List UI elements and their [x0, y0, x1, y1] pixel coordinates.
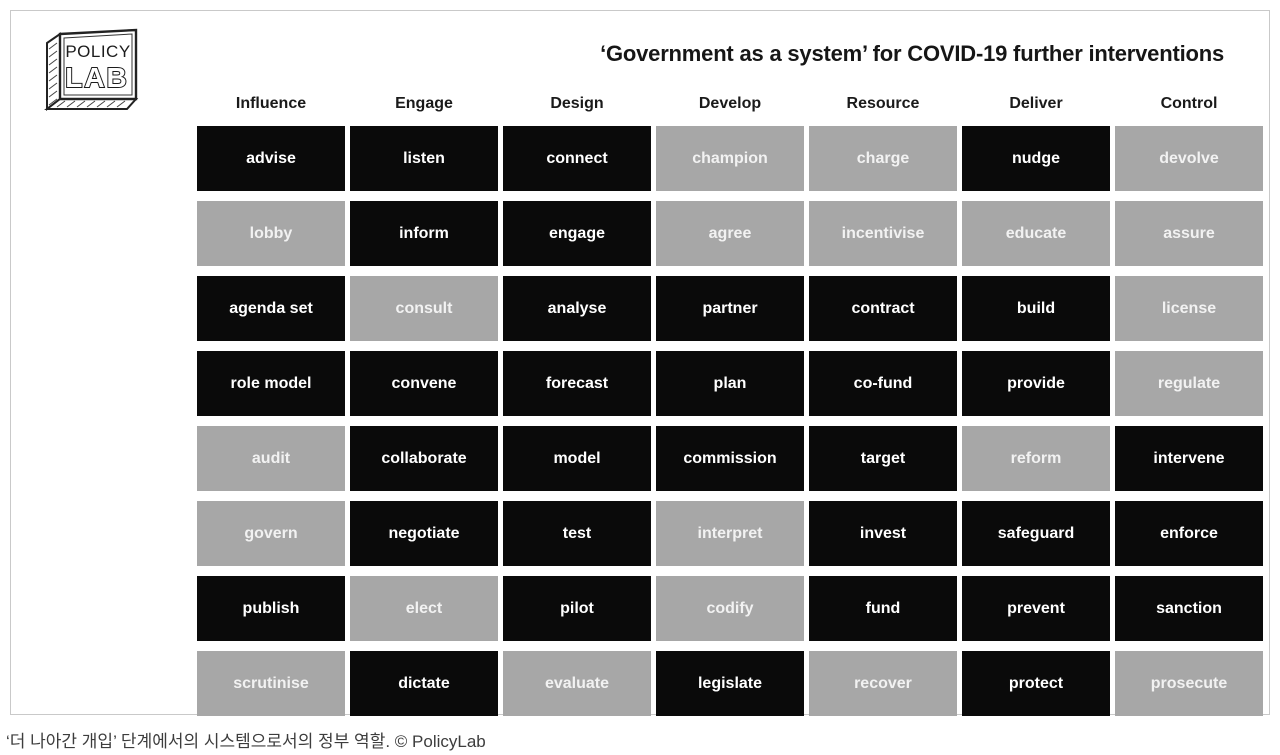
cell-legislate: legislate [656, 651, 804, 716]
cell-prosecute: prosecute [1115, 651, 1263, 716]
cell-safeguard: safeguard [962, 501, 1110, 566]
logo-text-lab: LAB [65, 62, 129, 93]
cell-commission: commission [656, 426, 804, 491]
cell-convene: convene [350, 351, 498, 416]
cell-plan: plan [656, 351, 804, 416]
cell-build: build [962, 276, 1110, 341]
cell-inform: inform [350, 201, 498, 266]
cell-publish: publish [197, 576, 345, 641]
column-header-deliver: Deliver [1009, 95, 1063, 112]
chart-frame: POLICY LAB ‘Government as a system’ for … [10, 10, 1270, 716]
cell-lobby: lobby [197, 201, 345, 266]
policylab-logo-icon: POLICY LAB [44, 28, 139, 112]
column-header-design: Design [550, 95, 604, 112]
cell-negotiate: negotiate [350, 501, 498, 566]
cell-assure: assure [1115, 201, 1263, 266]
cell-engage: engage [503, 201, 651, 266]
cell-pilot: pilot [503, 576, 651, 641]
column-header-resource: Resource [846, 95, 920, 112]
cell-collaborate: collaborate [350, 426, 498, 491]
cell-analyse: analyse [503, 276, 651, 341]
cell-intervene: intervene [1115, 426, 1263, 491]
cell-interpret: interpret [656, 501, 804, 566]
intervention-grid: Influence Engage Design Develop Resource Deli… [197, 87, 1263, 716]
cell-devolve: devolve [1115, 126, 1263, 191]
cell-govern: govern [197, 501, 345, 566]
caption: ‘더 나아간 개입’ 단계에서의 시스템으로서의 정부 역할. © Policy… [6, 732, 486, 751]
cell-enforce: enforce [1115, 501, 1263, 566]
cell-partner: partner [656, 276, 804, 341]
cell-listen: listen [350, 126, 498, 191]
cell-charge: charge [809, 126, 957, 191]
cell-regulate: regulate [1115, 351, 1263, 416]
cell-prevent: prevent [962, 576, 1110, 641]
column-header-engage: Engage [395, 95, 453, 112]
cell-educate: educate [962, 201, 1110, 266]
cell-fund: fund [809, 576, 957, 641]
cell-evaluate: evaluate [503, 651, 651, 716]
cell-contract: contract [809, 276, 957, 341]
cell-recover: recover [809, 651, 957, 716]
column-header-control: Control [1160, 95, 1218, 112]
cell-target: target [809, 426, 957, 491]
column-header-influence: Influence [235, 95, 307, 112]
cell-consult: consult [350, 276, 498, 341]
cell-agree: agree [656, 201, 804, 266]
cell-license: license [1115, 276, 1263, 341]
cell-model: model [503, 426, 651, 491]
cell-forecast: forecast [503, 351, 651, 416]
cell-incentivise: incentivise [809, 201, 957, 266]
cell-test: test [503, 501, 651, 566]
logo-text-policy: POLICY [65, 42, 130, 61]
cell-reform: reform [962, 426, 1110, 491]
cell-protect: protect [962, 651, 1110, 716]
cell-invest: invest [809, 501, 957, 566]
cell-sanction: sanction [1115, 576, 1263, 641]
cell-agenda-set: agenda set [197, 276, 345, 341]
cell-scrutinise: scrutinise [197, 651, 345, 716]
cell-co-fund: co-fund [809, 351, 957, 416]
page-title: ‘Government as a system’ for COVID-19 fu… [600, 41, 1224, 66]
cell-elect: elect [350, 576, 498, 641]
cell-dictate: dictate [350, 651, 498, 716]
cell-provide: provide [962, 351, 1110, 416]
column-header-develop: Develop [698, 95, 762, 112]
cell-nudge: nudge [962, 126, 1110, 191]
cell-audit: audit [197, 426, 345, 491]
cell-advise: advise [197, 126, 345, 191]
cell-connect: connect [503, 126, 651, 191]
cell-role-model: role model [197, 351, 345, 416]
cell-codify: codify [656, 576, 804, 641]
cell-champion: champion [656, 126, 804, 191]
